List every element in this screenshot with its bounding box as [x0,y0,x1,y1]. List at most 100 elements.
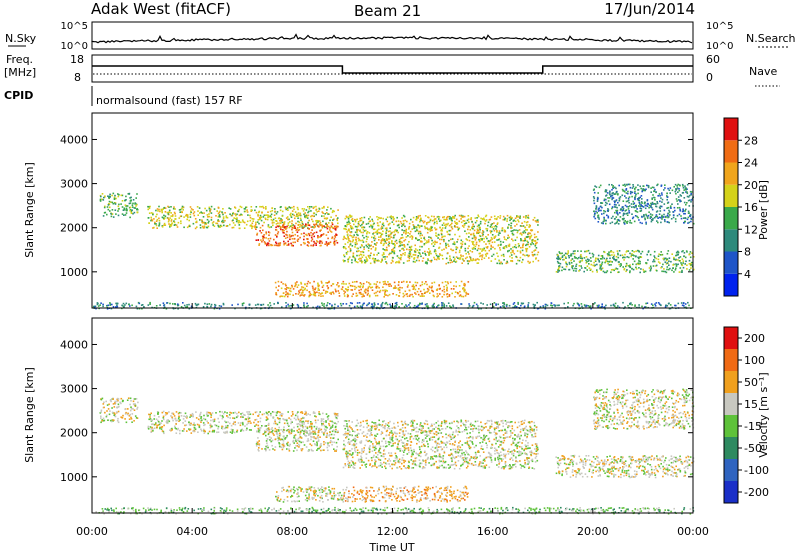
station-title: Adak West (fitACF) [91,0,231,18]
range-gate-cell [226,426,229,429]
range-gate-cell [107,419,109,421]
range-gate-cell [446,216,448,219]
range-gate-cell [452,217,454,219]
range-gate-cell [461,225,464,227]
range-gate-cell [495,303,497,305]
range-gate-cell [611,221,614,224]
range-gate-cell [650,187,652,189]
range-gate-cell [290,432,293,435]
range-gate-cell [656,201,658,203]
range-gate-cell [403,229,405,232]
range-gate-cell [331,211,334,214]
range-gate-cell [488,219,491,221]
range-gate-cell [348,239,350,242]
range-gate-cell [488,257,490,259]
range-gate-cell [196,206,199,208]
range-gate-cell [117,399,119,402]
range-gate-cell [417,293,420,296]
range-gate-cell [625,192,628,194]
range-gate-cell [458,285,461,287]
range-gate-cell [503,247,506,250]
range-gate-cell [515,306,518,308]
range-gate-cell [688,304,690,307]
range-gate-cell [388,242,391,244]
range-gate-cell [681,258,684,260]
range-gate-cell [380,242,383,244]
range-gate-cell [562,258,564,261]
range-gate-cell [526,243,528,246]
range-gate-cell [411,235,414,238]
range-gate-cell [303,421,305,424]
range-gate-cell [523,306,526,308]
range-gate-cell [381,254,384,256]
range-gate-cell [417,217,420,219]
range-gate-cell [557,304,559,307]
range-gate-cell [114,400,116,403]
range-gate-cell [419,234,421,237]
range-gate-cell [635,250,637,253]
range-gate-cell [122,302,125,305]
range-gate-cell [473,225,475,228]
range-gate-cell [112,419,114,421]
range-gate-cell [668,221,670,224]
y-tick-label: 1000 [60,266,88,279]
range-gate-cell [136,211,138,214]
range-gate-cell [646,205,649,207]
range-gate-cell [290,420,293,423]
range-gate-cell [438,284,440,287]
range-gate-cell [161,216,164,219]
range-gate-cell [618,204,620,207]
range-gate-cell [650,191,652,193]
range-gate-cell [291,220,293,222]
range-gate-cell [634,304,636,306]
date-label: 17/Jun/2014 [604,0,695,18]
range-gate-cell [626,212,629,214]
range-gate-cell [194,227,197,230]
range-gate-cell [298,221,301,223]
range-gate-cell [506,214,509,217]
range-gate-cell [530,243,532,246]
range-gate-cell [283,426,285,428]
range-gate-cell [621,194,624,197]
range-gate-cell [302,227,304,229]
range-gate-cell [515,262,518,265]
range-gate-cell [654,256,656,259]
range-gate-cell [677,183,679,186]
range-gate-cell [499,215,502,217]
range-gate-cell [666,221,669,223]
range-gate-cell [373,283,376,285]
range-gate-cell [406,305,408,307]
range-gate-cell [117,205,120,208]
range-gate-cell [331,236,334,238]
range-gate-cell [181,211,183,213]
range-gate-cell [173,220,175,222]
range-gate-cell [506,261,509,264]
range-gate-cell [303,235,305,238]
range-gate-cell [174,212,176,215]
range-gate-cell [601,255,604,257]
range-gate-cell [103,406,105,409]
range-gate-cell [170,220,173,222]
range-gate-cell [222,219,224,222]
range-gate-cell [686,218,689,221]
range-gate-cell [686,264,688,266]
range-gate-cell [616,221,619,223]
range-gate-cell [378,260,380,262]
range-gate-cell [610,194,613,197]
range-gate-cell [315,222,318,224]
range-gate-cell [276,423,279,426]
range-gate-cell [642,307,644,310]
range-gate-cell [472,258,475,260]
range-gate-cell [150,431,152,433]
range-gate-cell [275,220,277,222]
range-gate-cell [360,254,363,256]
range-gate-cell [489,303,492,306]
range-gate-cell [375,286,377,289]
range-gate-cell [385,238,388,240]
range-gate-cell [665,271,668,274]
range-gate-cell [652,260,654,263]
range-gate-cell [434,250,437,252]
range-gate-cell [390,217,393,220]
range-gate-cell [303,304,305,307]
range-gate-cell [259,205,261,208]
